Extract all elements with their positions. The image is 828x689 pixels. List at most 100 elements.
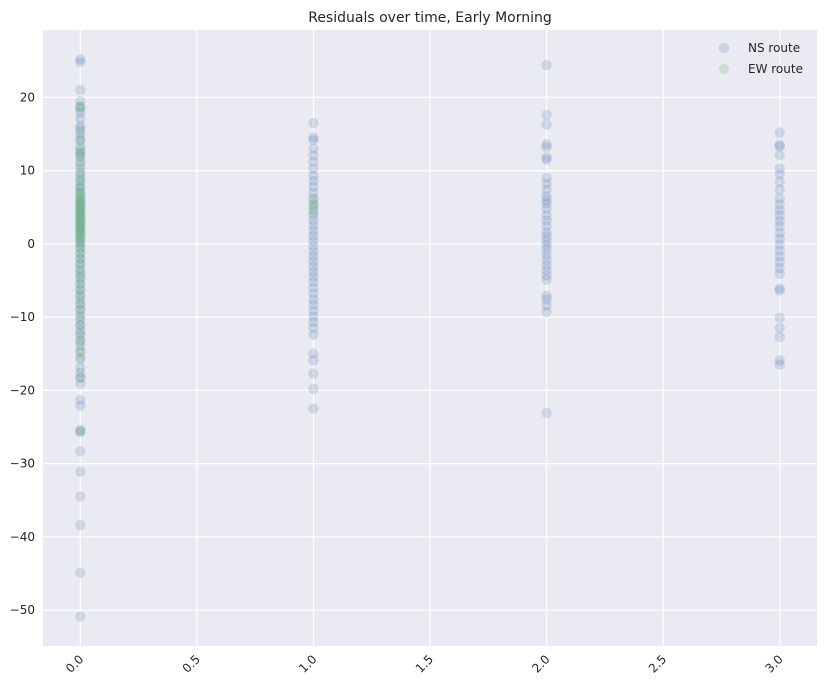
- data-point: [75, 271, 86, 283]
- data-point: [75, 340, 86, 351]
- data-point: [75, 101, 86, 113]
- data-point: [774, 322, 785, 334]
- data-point: [75, 202, 86, 213]
- data-point: [75, 367, 86, 378]
- legend: NS route EW route: [718, 41, 803, 76]
- data-point: [75, 232, 86, 244]
- data-point: [541, 109, 552, 121]
- data-point: [75, 202, 86, 213]
- data-point: [75, 394, 86, 406]
- data-point: [308, 156, 319, 168]
- data-point: [308, 329, 319, 340]
- y-tick-label: −10: [10, 310, 35, 324]
- data-point: [308, 181, 319, 192]
- data-point: [75, 263, 86, 274]
- data-point: [774, 233, 785, 244]
- data-point: [75, 253, 86, 264]
- x-tick-label: 2.0: [529, 652, 552, 675]
- data-point: [308, 348, 319, 359]
- data-point: [541, 294, 552, 305]
- data-point: [774, 193, 785, 204]
- data-point: [308, 215, 319, 226]
- data-point: [75, 299, 86, 310]
- data-point: [774, 331, 785, 343]
- data-point: [75, 567, 86, 578]
- data-point: [308, 311, 319, 322]
- data-point: [308, 256, 319, 267]
- data-point: [308, 322, 319, 334]
- data-point: [774, 221, 785, 232]
- legend-marker: [718, 63, 730, 75]
- data-point: [75, 57, 86, 68]
- data-point: [308, 235, 319, 247]
- data-point: [308, 294, 319, 305]
- data-point: [774, 150, 785, 161]
- data-point: [75, 100, 86, 112]
- data-point: [75, 319, 86, 331]
- data-point: [75, 113, 86, 124]
- data-point: [541, 139, 552, 150]
- data-point: [774, 141, 785, 152]
- data-point: [75, 187, 86, 198]
- data-point: [75, 273, 86, 285]
- data-point: [75, 144, 86, 155]
- data-point: [541, 59, 552, 71]
- data-point: [308, 383, 319, 395]
- data-point: [308, 317, 319, 328]
- data-point: [308, 225, 319, 236]
- data-point: [75, 204, 86, 215]
- legend-label: NS route: [748, 41, 800, 55]
- y-tick-label: −50: [10, 603, 35, 617]
- data-point: [541, 244, 552, 255]
- data-point: [75, 309, 86, 321]
- data-point: [75, 95, 86, 107]
- data-point: [75, 180, 86, 191]
- data-point: [75, 311, 86, 323]
- data-point: [541, 240, 552, 251]
- grid-lines: [43, 30, 817, 646]
- data-point: [774, 210, 785, 221]
- data-point: [541, 194, 552, 206]
- data-point: [308, 368, 319, 379]
- data-point: [541, 407, 552, 419]
- data-point: [308, 143, 319, 154]
- data-point: [541, 172, 552, 184]
- data-point: [75, 238, 86, 250]
- data-point: [541, 221, 552, 232]
- data-point: [75, 192, 86, 203]
- data-point: [541, 290, 552, 302]
- data-point: [541, 203, 552, 214]
- data-point: [75, 135, 86, 146]
- data-point: [774, 169, 785, 180]
- data-point: [75, 230, 86, 242]
- data-point: [774, 239, 785, 250]
- data-points: [75, 54, 785, 622]
- data-point: [75, 195, 86, 206]
- data-point: [75, 294, 86, 305]
- data-point: [774, 268, 785, 280]
- data-point: [308, 230, 319, 242]
- data-point: [75, 197, 86, 209]
- data-point: [75, 126, 86, 138]
- data-point: [75, 354, 86, 365]
- data-point: [308, 150, 319, 161]
- data-point: [75, 325, 86, 336]
- data-point: [75, 268, 86, 280]
- data-point: [774, 227, 785, 239]
- x-axis-ticks: 0.0 0.5 1.0 1.5 2.0 2.5 3.0: [63, 652, 786, 675]
- series-0: [75, 54, 785, 622]
- data-point: [75, 466, 86, 477]
- data-point: [774, 283, 785, 294]
- x-tick-label: 0.0: [63, 652, 86, 675]
- data-point: [75, 107, 86, 118]
- data-point: [75, 228, 86, 239]
- data-point: [75, 611, 86, 622]
- data-point: [774, 199, 785, 210]
- data-point: [541, 198, 552, 209]
- data-point: [75, 103, 86, 115]
- x-tick-label: 1.5: [413, 652, 436, 675]
- data-point: [75, 314, 86, 326]
- data-point: [308, 251, 319, 262]
- legend-label: EW route: [748, 62, 803, 76]
- chart-title: Residuals over time, Early Morning: [308, 10, 552, 26]
